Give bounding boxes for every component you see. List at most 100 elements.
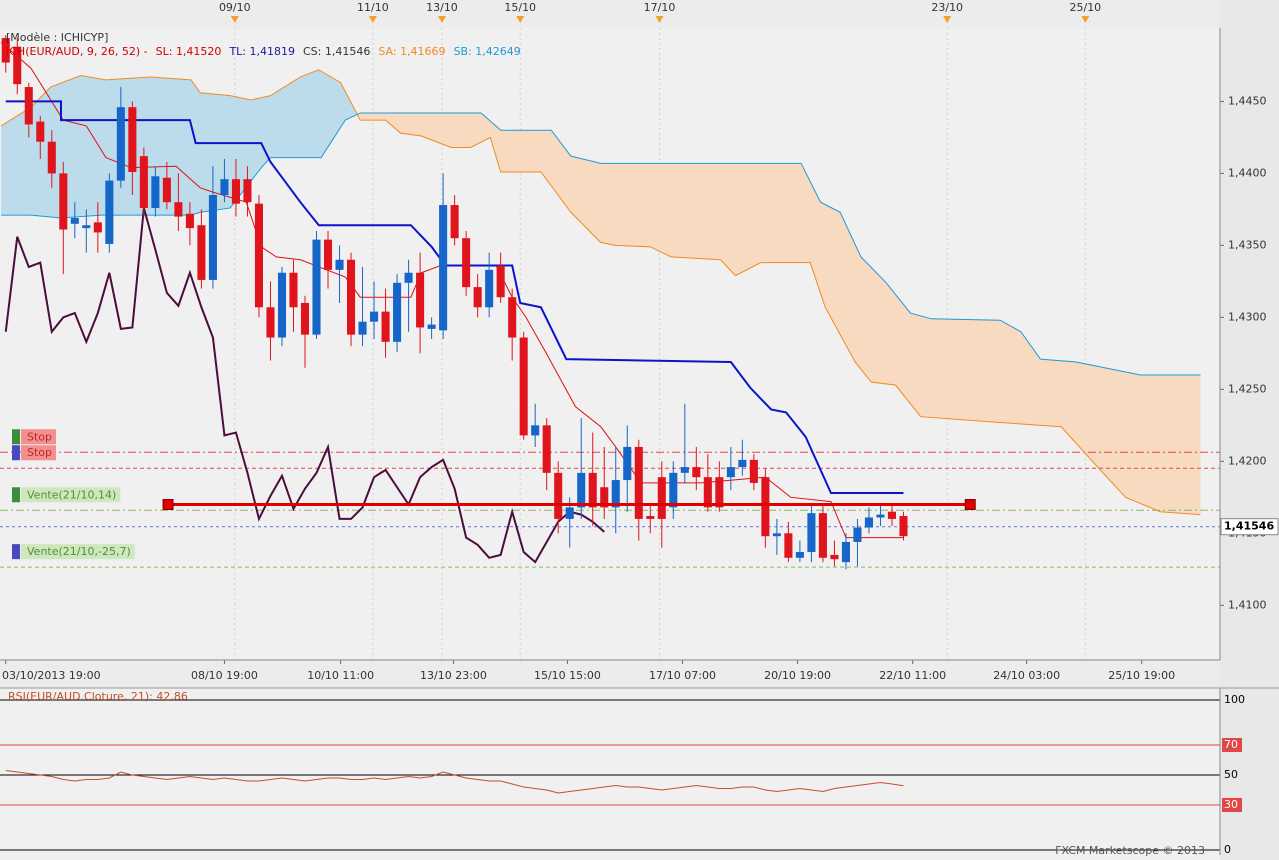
order-label: Stop	[27, 446, 52, 459]
candle-body	[795, 552, 804, 558]
candle-body	[784, 533, 793, 558]
candle-body	[761, 477, 770, 537]
candle-body	[185, 213, 194, 229]
candle-body	[174, 202, 183, 217]
y-tick-label: 1,4200	[1228, 454, 1267, 467]
x-tick-label: 08/10 19:00	[191, 669, 258, 682]
order-label-bg	[21, 445, 57, 461]
candle-body	[853, 527, 862, 542]
y-tick-label: 1,4250	[1228, 382, 1267, 395]
candle-body	[818, 513, 827, 558]
top-date-marker	[368, 16, 377, 23]
legend-entry: ICH(EUR/AUD, 9, 26, 52) -	[6, 45, 148, 58]
candle-body	[715, 477, 724, 508]
plot	[0, 28, 1220, 660]
order-marker	[12, 544, 20, 560]
candle-body	[899, 516, 908, 537]
candle-body	[139, 156, 148, 208]
position-end	[964, 499, 976, 511]
candle-body	[105, 180, 114, 244]
candle-body	[1, 38, 10, 63]
price-panel: 09/10 11/10 13/10 15/10 17/10 23/10 25/10 1,410…	[0, 1, 1279, 682]
cloud	[1, 69, 358, 219]
candle-body	[312, 239, 321, 335]
candle-body	[243, 179, 252, 203]
panel-bg	[0, 688, 1220, 855]
candle-body	[462, 238, 471, 288]
candle-body	[864, 517, 873, 528]
top-date-label: 13/10	[426, 1, 458, 14]
y-tick-label: 100	[1224, 693, 1245, 706]
y-tick-label: 1,4300	[1228, 310, 1267, 323]
candle-body	[807, 513, 816, 553]
top-date-label: 17/10	[644, 1, 676, 14]
candle-body	[692, 467, 701, 478]
y-tick-label: 0	[1224, 843, 1231, 856]
candle-body	[393, 282, 402, 342]
candle-body	[657, 477, 666, 519]
candle-body	[82, 225, 91, 229]
candle-body	[197, 225, 206, 280]
legend-title: [Modèle : ICHICYP]	[6, 31, 108, 44]
legend-entry: SL: 1,41520	[156, 45, 222, 58]
candle-body	[565, 507, 574, 519]
position-end	[162, 499, 174, 511]
top-date-marker	[230, 16, 239, 23]
candle-body	[485, 269, 494, 308]
right-axis-area	[1220, 0, 1279, 860]
y-tick-label: 1,4450	[1228, 94, 1267, 107]
candle-body	[347, 259, 356, 335]
candle-body	[749, 459, 758, 483]
x-tick-label: 10/10 11:00	[307, 669, 374, 682]
top-date-marker	[437, 16, 446, 23]
candle-body	[496, 265, 505, 298]
x-tick-label: 22/10 11:00	[879, 669, 946, 682]
candle-body	[508, 297, 517, 338]
top-date-marker	[1081, 16, 1090, 23]
candle-body	[300, 302, 310, 335]
top-date-marker	[655, 16, 664, 23]
x-tick-label: 20/10 19:00	[764, 669, 831, 682]
candle-body	[738, 459, 747, 468]
candle-body	[416, 272, 425, 328]
y-tick-bg	[1222, 798, 1242, 812]
candle-body	[726, 467, 735, 478]
candle-body	[128, 107, 137, 172]
candle-body	[116, 107, 125, 181]
top-date-label: 15/10	[504, 1, 536, 14]
candle-body	[519, 337, 528, 436]
rsi-line	[5, 770, 904, 794]
candle-body	[162, 177, 171, 203]
order-marker	[12, 429, 20, 445]
cloud	[357, 112, 1201, 515]
legend-entry: CS: 1,41546	[303, 45, 370, 58]
top-date-label: 25/10	[1069, 1, 1101, 14]
legend-entry: SB: 1,42649	[454, 45, 521, 58]
candle-body	[323, 239, 333, 270]
top-date-label: 23/10	[931, 1, 963, 14]
candle-body	[588, 472, 597, 508]
order-label-bg	[21, 544, 135, 560]
y-tick-label: 1,4400	[1228, 166, 1267, 179]
top-date-label: 09/10	[219, 1, 251, 14]
x-tick-label: 13/10 23:00	[420, 669, 487, 682]
legend: ICH(EUR/AUD, 9, 26, 52) - SL: 1,41520 TL: …	[6, 45, 521, 58]
x-tick-label: 03/10/2013 19:00	[2, 669, 101, 682]
candle-body	[611, 480, 620, 508]
candle-body	[381, 311, 390, 342]
candle-body	[93, 222, 102, 233]
candle-body	[370, 311, 379, 322]
y-tick-label: 1,4350	[1228, 238, 1267, 251]
candle-body	[623, 446, 632, 481]
price-tag-bg	[1220, 518, 1279, 536]
candle-body	[47, 141, 56, 174]
x-axis-area	[0, 660, 1220, 688]
candle-body	[335, 259, 344, 270]
x-tick-label: 17/10 07:00	[649, 669, 716, 682]
top-date-label: 11/10	[357, 1, 389, 14]
candle-body	[36, 121, 45, 142]
candle-body	[703, 477, 712, 508]
rsi-title: RSI(EUR/AUD.Cloture, 21): 42,86	[8, 690, 188, 703]
candle-body	[59, 173, 68, 230]
candle-body	[473, 287, 482, 308]
